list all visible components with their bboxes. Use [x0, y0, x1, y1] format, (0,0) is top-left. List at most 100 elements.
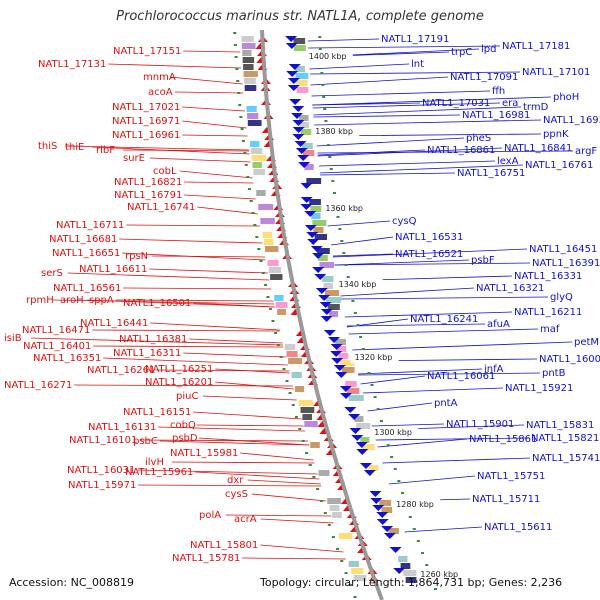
forward-gene-arrow: [383, 533, 396, 539]
leader-line: [311, 90, 491, 97]
leader-line: [316, 137, 465, 147]
forward-gene-arrow: [331, 358, 344, 364]
gene-block: [322, 276, 334, 282]
gene-label-reverse: NATL1_16651: [52, 248, 120, 259]
leader-line: [334, 262, 531, 266]
ring-tick: [236, 80, 240, 82]
leader-line: [340, 287, 475, 297]
gene-label-forward: NATL1_16751: [457, 168, 525, 179]
leader-line: [93, 345, 284, 348]
leader-line: [404, 526, 483, 533]
gene-block: [405, 577, 418, 583]
forward-gene-arrow: [320, 309, 333, 315]
gene-block: [296, 80, 308, 86]
forward-gene-arrow: [376, 512, 389, 518]
gene-block: [250, 141, 260, 147]
ring-tick: [291, 404, 295, 406]
leader-line: [334, 259, 470, 266]
forward-gene-arrow: [304, 211, 317, 217]
leader-line: [139, 439, 308, 442]
forward-gene-arrow: [376, 519, 389, 525]
leader-line: [159, 440, 310, 446]
leader-line: [309, 71, 521, 75]
gene-label-forward: NATL1_17091: [450, 72, 518, 83]
ring-tick: [327, 524, 331, 526]
forward-gene-arrow: [292, 127, 305, 133]
forward-gene-arrow: [359, 463, 372, 469]
scale-label: 1300 kbp: [374, 428, 412, 437]
gene-label-reverse: NATL1_16471: [22, 325, 90, 336]
leader-line: [388, 475, 476, 485]
gene-block: [250, 148, 263, 154]
gene-label-forward: NATL1_16861: [427, 145, 495, 156]
gene-label-forward: NATL1_16841: [504, 143, 572, 154]
leader-line: [313, 106, 522, 116]
leader-line: [183, 352, 286, 358]
gene-label-reverse: mnmA: [143, 72, 176, 83]
leader-line: [247, 479, 321, 485]
leader-line: [196, 424, 304, 427]
gene-label-reverse: acrA: [234, 514, 257, 525]
gene-label-forward: lpd: [481, 44, 496, 55]
gene-label-forward: trpC: [451, 47, 472, 58]
ring-tick: [322, 96, 326, 98]
gene-block: [299, 122, 309, 128]
gene-label-forward: NATL1_16061: [427, 371, 495, 382]
ring-tick: [346, 276, 350, 278]
gene-label-forward: argF: [575, 146, 597, 157]
gene-label-reverse: cysS: [225, 489, 248, 500]
ring-tick: [340, 240, 344, 242]
gene-label-reverse: NATL1_15801: [190, 540, 258, 551]
genome-title: Prochlorococcus marinus str. NATL1A, com…: [116, 9, 484, 24]
ring-tick: [244, 164, 248, 166]
gene-label-reverse: NATL1_16311: [113, 348, 181, 359]
gene-label-reverse: psbC: [133, 436, 158, 447]
gene-label-reverse: polA: [199, 510, 221, 521]
genome-stats: Topology: circular; Length: 1,864,731 bp…: [260, 576, 563, 589]
gene-label-reverse: NATL1_16351: [33, 353, 101, 364]
gene-block: [275, 302, 288, 308]
ring-tick: [412, 528, 416, 530]
leader-line: [179, 170, 253, 179]
gene-label-reverse: dxr: [227, 475, 244, 486]
ring-tick: [285, 380, 289, 382]
gene-block: [327, 304, 340, 310]
leader-line: [202, 395, 297, 401]
gene-label-reverse: NATL1_16381: [119, 334, 187, 345]
gene-label-forward: NATL1_16451: [529, 244, 597, 255]
gene-label-reverse: NATL1_16821: [114, 177, 182, 188]
gene-label-reverse: thiS: [38, 141, 57, 152]
leader-line: [122, 149, 250, 152]
gene-label-reverse: rpsN: [125, 251, 148, 262]
gene-block: [326, 297, 342, 303]
scale-label-bg: [392, 499, 441, 510]
gene-label-reverse: aroH: [60, 295, 84, 306]
leader-line: [193, 302, 275, 308]
leader-line: [183, 50, 241, 53]
ring-tick: [344, 264, 348, 266]
gene-label-forward: NATL1_16241: [410, 314, 478, 325]
gene-label-forward: NATL1_16001: [539, 354, 600, 365]
gene-label-reverse: NATL1_16251: [145, 364, 213, 375]
ring-tick: [416, 540, 420, 542]
gene-block: [300, 129, 315, 135]
forward-gene-arrow: [285, 36, 298, 42]
ring-tick: [305, 452, 309, 454]
ring-tick: [268, 308, 272, 310]
ring-tick: [326, 144, 330, 146]
leader-line: [308, 45, 501, 49]
leader-line: [332, 253, 394, 257]
gene-block: [329, 311, 339, 317]
ring-tick: [401, 492, 405, 494]
gene-block: [338, 353, 349, 359]
gene-label-reverse: NATL1_16151: [123, 407, 191, 418]
leader-line: [371, 423, 445, 427]
ring-tick: [318, 48, 322, 50]
gene-label-forward: NATL1_16321: [476, 283, 544, 294]
leader-line: [358, 368, 483, 375]
forward-gene-arrow: [294, 141, 307, 147]
gene-block: [253, 169, 265, 175]
gene-label-forward: NATL1_15741: [532, 453, 600, 464]
scale-label-bg: [370, 427, 419, 438]
leader-line: [319, 164, 524, 174]
